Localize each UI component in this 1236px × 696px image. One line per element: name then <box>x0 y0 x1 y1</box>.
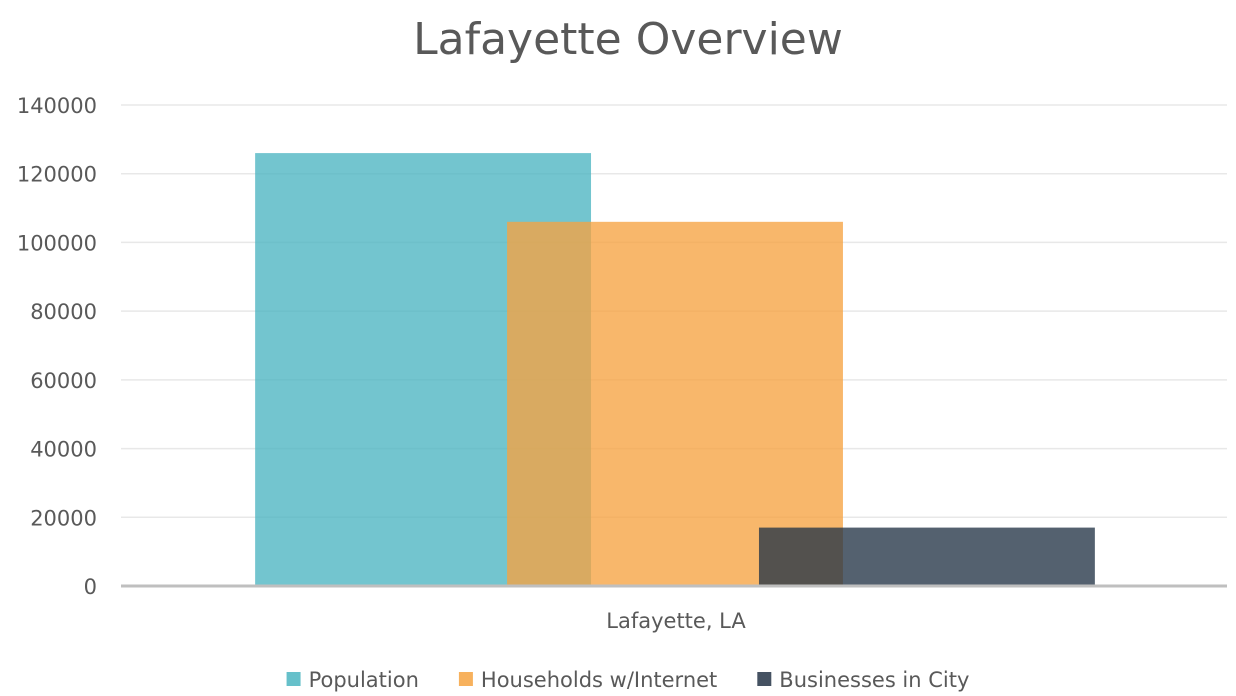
y-tick-label: 140000 <box>17 94 97 118</box>
legend-swatch <box>757 672 772 686</box>
legend-label: Households w/Internet <box>481 668 717 692</box>
bar-businesses-in-city <box>758 527 1095 586</box>
y-axis-ticks: 0 20000 40000 60000 80000 100000 120000 140000 <box>17 94 97 599</box>
y-tick-label: 0 <box>84 575 97 599</box>
y-tick-label: 120000 <box>17 163 97 187</box>
legend-label: Population <box>309 668 419 692</box>
y-tick-label: 80000 <box>30 300 97 324</box>
legend: Population Households w/Internet Businesse… <box>286 668 969 692</box>
bar-households-w-internet <box>507 221 843 587</box>
legend-label: Businesses in City <box>779 668 969 692</box>
x-axis-categories: Lafayette, LA <box>606 609 746 633</box>
y-tick-label: 100000 <box>17 231 97 255</box>
y-tick-label: 40000 <box>30 438 97 462</box>
bars <box>255 153 1095 587</box>
y-tick-label: 20000 <box>30 506 97 530</box>
legend-swatch <box>286 672 301 686</box>
x-category-label: Lafayette, LA <box>606 609 746 633</box>
y-tick-label: 60000 <box>30 369 97 393</box>
chart-title: Lafayette Overview <box>413 14 843 65</box>
legend-swatch <box>458 672 473 686</box>
